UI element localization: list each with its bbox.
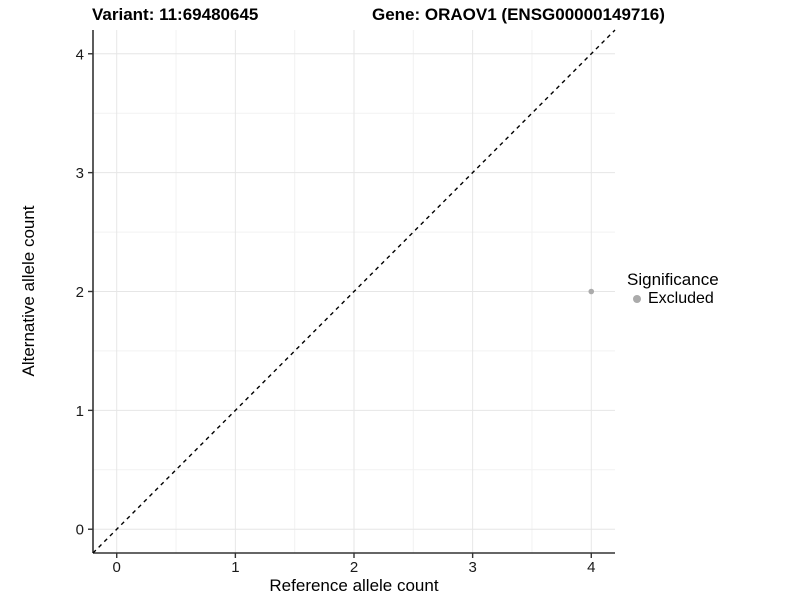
legend-item-label: Excluded [648,290,714,307]
y-tick-label: 2 [76,284,84,301]
generated-plot-layers: 0 1 2 3 4 0 1 2 3 4 [76,29,616,576]
y-tick-label: 3 [76,165,84,182]
x-tick-label: 3 [468,559,476,576]
y-tick-label: 0 [76,522,84,539]
data-point-excluded [588,288,595,295]
x-tick-label: 4 [587,559,595,576]
excluded-marker-icon [633,295,641,303]
variant-title: Variant: 11:69480645 [92,5,259,24]
x-tick-label: 1 [231,559,239,576]
x-tick-label: 2 [350,559,358,576]
x-tick-label: 0 [113,559,121,576]
y-tick-label: 4 [76,46,84,63]
gene-title: Gene: ORAOV1 (ENSG00000149716) [372,5,665,24]
legend-title: Significance [627,270,719,289]
y-axis-title: Alternative allele count [19,205,38,376]
legend: Significance Excluded [627,270,719,308]
y-tick-label: 1 [76,403,84,420]
x-axis-title: Reference allele count [269,576,438,595]
identity-dashed-line [92,29,616,554]
legend-item-excluded: Excluded [627,290,719,308]
